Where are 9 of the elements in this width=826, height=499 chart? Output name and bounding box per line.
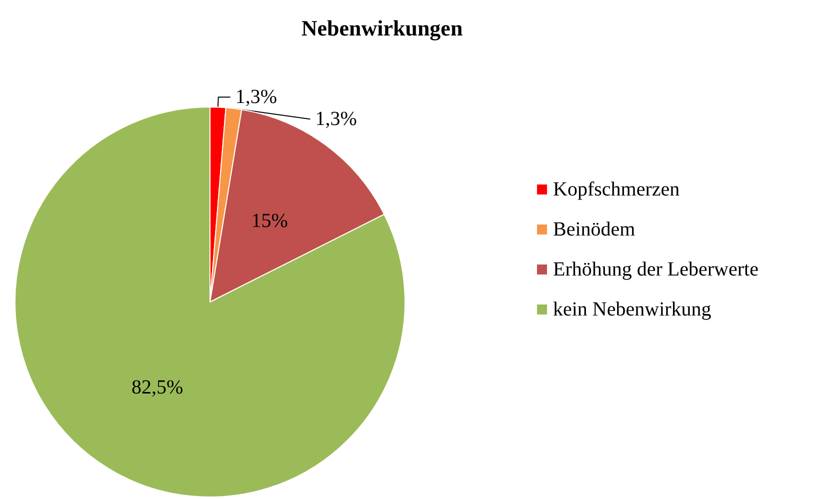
legend-label: kein Nebenwirkung (553, 298, 712, 320)
legend-label: Kopfschmerzen (553, 178, 680, 200)
legend-label: Erhöhung der Leberwerte (553, 258, 759, 280)
legend-label: Beinödem (553, 218, 636, 240)
data-label: 15% (251, 210, 288, 232)
data-label: 1,3% (315, 108, 357, 130)
data-label: 1,3% (235, 86, 278, 108)
data-label: 82,5% (131, 376, 184, 399)
chart-title: Nebenwirkungen (301, 16, 463, 40)
